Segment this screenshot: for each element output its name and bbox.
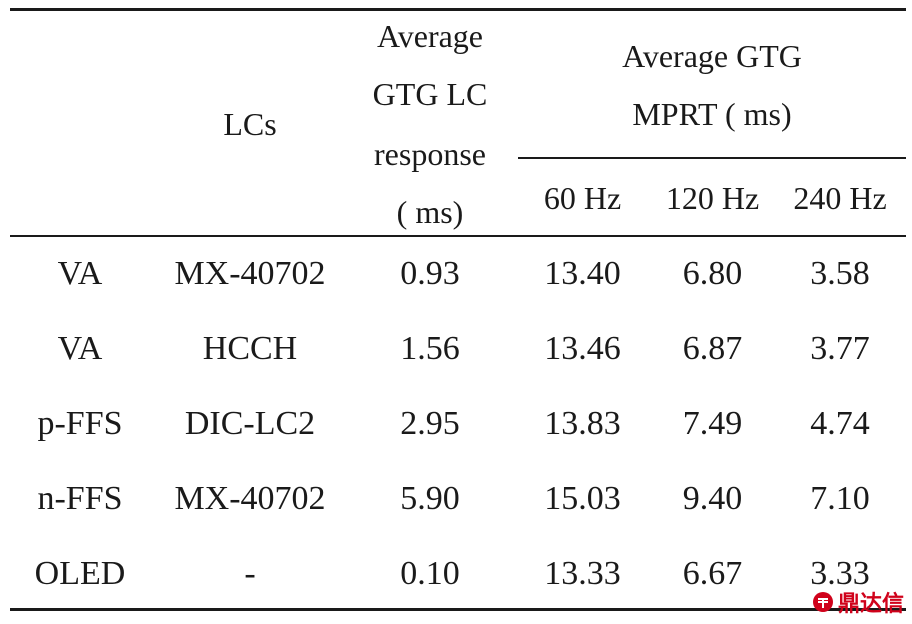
top-rule — [10, 8, 906, 11]
cell-lc: DIC-LC2 — [184, 405, 316, 442]
cell-response: 0.10 — [400, 555, 460, 592]
cell-60hz: 13.46 — [544, 330, 621, 367]
header-lc-response-line2: GTG LC — [372, 76, 488, 112]
cell-response: 5.90 — [400, 480, 460, 517]
header-lc-response-line4: ( ms) — [396, 194, 464, 230]
header-mprt-line2: MPRT ( ms) — [632, 96, 792, 132]
header-freq-120: 120 Hz — [665, 180, 760, 216]
cell-120hz: 7.49 — [682, 405, 743, 442]
header-freq-60: 60 Hz — [543, 180, 622, 216]
cell-240hz: 3.77 — [810, 330, 870, 367]
cell-240hz: 4.74 — [810, 405, 870, 442]
bottom-rule — [10, 608, 906, 611]
header-freq-240: 240 Hz — [793, 180, 887, 216]
header-lc-response-line1: Average — [377, 18, 483, 54]
cell-120hz: 6.67 — [682, 555, 743, 592]
logo-icon — [812, 592, 833, 612]
cell-lc: MX-40702 — [174, 255, 326, 292]
header-lc-response-line3: response — [374, 136, 486, 172]
cell-240hz: 3.58 — [810, 255, 870, 292]
cell-120hz: 9.40 — [682, 480, 743, 517]
cell-type: VA — [57, 255, 103, 292]
watermark-text: 鼎达信 — [837, 592, 904, 617]
cell-response: 0.93 — [400, 255, 460, 292]
cell-240hz: 3.33 — [810, 555, 870, 592]
cell-lc: HCCH — [202, 330, 298, 367]
mprt-group-rule — [518, 157, 906, 159]
cell-60hz: 15.03 — [544, 480, 621, 517]
cell-60hz: 13.40 — [544, 255, 621, 292]
header-lcs: LCs — [223, 106, 277, 142]
cell-type: OLED — [34, 555, 126, 592]
watermark: 鼎达信 — [812, 586, 904, 618]
cell-lc: - — [244, 555, 256, 592]
cell-lc: MX-40702 — [174, 480, 326, 517]
cell-type: VA — [57, 330, 103, 367]
cell-60hz: 13.83 — [544, 405, 621, 442]
cell-60hz: 13.33 — [544, 555, 621, 592]
cell-response: 1.56 — [400, 330, 460, 367]
cell-120hz: 6.87 — [682, 330, 743, 367]
cell-type: p-FFS — [37, 405, 123, 442]
cell-240hz: 7.10 — [810, 480, 870, 517]
header-rule — [10, 235, 906, 237]
cell-type: n-FFS — [37, 480, 123, 517]
cell-response: 2.95 — [400, 405, 460, 442]
cell-120hz: 6.80 — [682, 255, 743, 292]
header-mprt-line1: Average GTG — [622, 38, 802, 74]
